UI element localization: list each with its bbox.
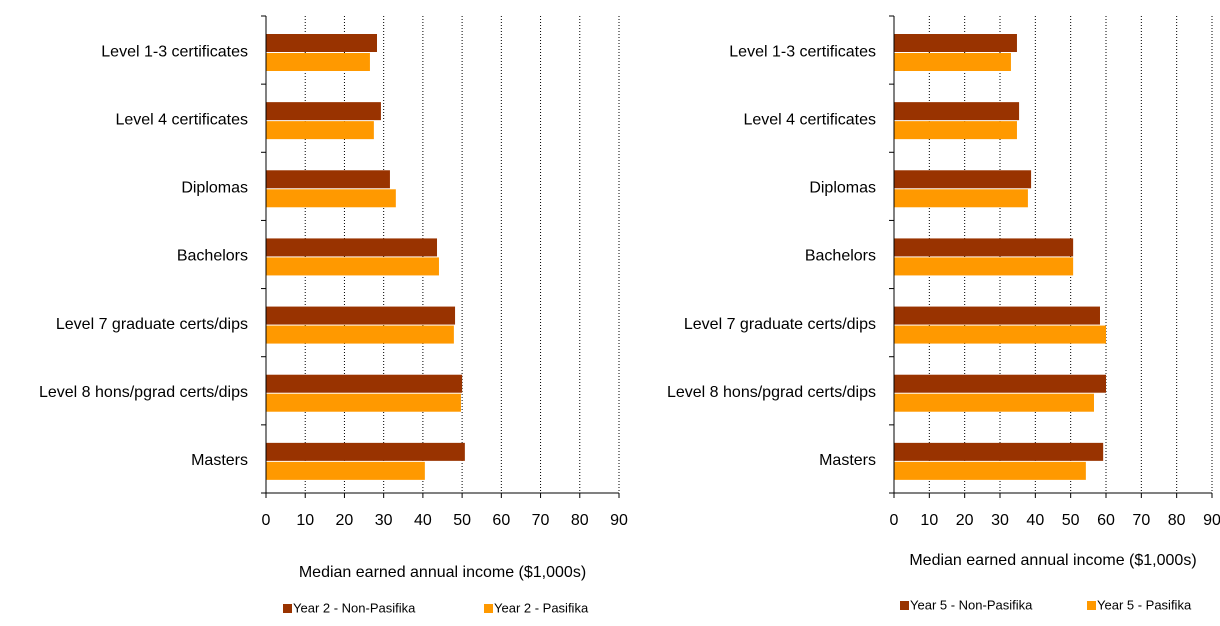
- bar: [894, 121, 1017, 140]
- bar: [266, 102, 381, 121]
- category-label: Level 1-3 certificates: [101, 43, 248, 60]
- legend-swatch: [283, 604, 292, 613]
- bar: [894, 442, 1104, 461]
- x-axis-title: Median earned annual income ($1,000s): [299, 564, 586, 581]
- bar: [266, 34, 377, 52]
- x-tick-label: 20: [336, 512, 354, 529]
- bar: [266, 170, 390, 189]
- category-label: Bachelors: [177, 248, 248, 265]
- x-tick-label: 70: [532, 512, 550, 529]
- category-label: Level 4 certificates: [743, 111, 876, 128]
- bar: [894, 374, 1106, 393]
- x-tick-label: 50: [1062, 512, 1080, 529]
- x-tick-label: 90: [610, 512, 628, 529]
- x-tick-label: 90: [1203, 512, 1220, 529]
- legend-label: Year 2 - Pasifika: [494, 600, 589, 615]
- legend-label: Year 2 - Non-Pasifika: [293, 600, 416, 615]
- x-tick-label: 0: [890, 512, 899, 529]
- x-tick-label: 70: [1132, 512, 1150, 529]
- category-label: Masters: [819, 452, 876, 469]
- bar: [894, 34, 1017, 52]
- category-label: Masters: [191, 452, 248, 469]
- legend-label: Year 5 - Non-Pasifika: [910, 597, 1033, 612]
- bar: [266, 325, 454, 344]
- legend-swatch: [1087, 601, 1096, 610]
- bar: [894, 257, 1074, 276]
- bar: [894, 238, 1074, 257]
- x-axis-title: Median earned annual income ($1,000s): [909, 552, 1196, 569]
- bar: [266, 393, 461, 412]
- bar: [894, 393, 1094, 412]
- x-tick-label: 60: [492, 512, 510, 529]
- bar: [894, 170, 1032, 189]
- x-tick-label: 10: [296, 512, 314, 529]
- category-label: Diplomas: [809, 180, 876, 197]
- x-tick-label: 60: [1097, 512, 1115, 529]
- x-tick-label: 30: [375, 512, 393, 529]
- category-label: Level 8 hons/pgrad certs/dips: [667, 384, 876, 401]
- x-tick-label: 80: [571, 512, 589, 529]
- bar: [266, 374, 463, 393]
- legend-swatch: [484, 604, 493, 613]
- bar: [266, 257, 439, 276]
- bar: [266, 442, 465, 461]
- bar: [266, 238, 438, 257]
- bar: [894, 53, 1011, 71]
- category-label: Level 7 graduate certs/dips: [56, 316, 248, 333]
- category-label: Bachelors: [805, 248, 876, 265]
- x-tick-label: 30: [991, 512, 1009, 529]
- category-label: Level 4 certificates: [115, 111, 248, 128]
- x-tick-label: 50: [453, 512, 471, 529]
- x-tick-label: 0: [262, 512, 271, 529]
- category-label: Level 8 hons/pgrad certs/dips: [39, 384, 248, 401]
- bar: [266, 461, 425, 480]
- category-label: Level 7 graduate certs/dips: [684, 316, 876, 333]
- x-tick-label: 40: [414, 512, 432, 529]
- bar: [894, 189, 1028, 208]
- legend-label: Year 5 - Pasifika: [1097, 597, 1192, 612]
- x-tick-label: 40: [1026, 512, 1044, 529]
- bar: [266, 306, 456, 325]
- category-label: Diplomas: [181, 180, 248, 197]
- bar: [266, 121, 374, 140]
- bar: [266, 53, 370, 71]
- x-tick-label: 10: [920, 512, 938, 529]
- bar: [894, 461, 1086, 480]
- bar: [894, 325, 1106, 344]
- category-label: Level 1-3 certificates: [729, 43, 876, 60]
- bar: [894, 102, 1020, 121]
- bar: [894, 306, 1100, 325]
- x-tick-label: 80: [1168, 512, 1186, 529]
- legend-swatch: [900, 601, 909, 610]
- bar: [266, 189, 396, 208]
- x-tick-label: 20: [956, 512, 974, 529]
